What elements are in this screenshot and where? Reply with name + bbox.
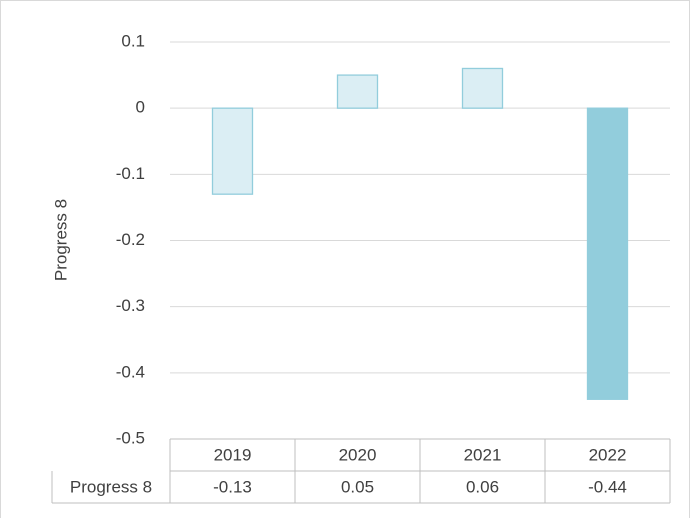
table-value: 0.06: [466, 477, 499, 496]
y-axis-label: Progress 8: [51, 199, 70, 281]
table-value: -0.44: [588, 477, 627, 496]
bar: [211, 107, 254, 195]
bar: [336, 74, 379, 109]
y-tick-label: -0.4: [116, 362, 145, 381]
y-tick-label: -0.1: [116, 164, 145, 183]
y-tick-label: 0.1: [121, 31, 145, 50]
x-tick-label: 2019: [214, 445, 252, 464]
y-tick-label: -0.2: [116, 230, 145, 249]
y-tick-label: -0.5: [116, 428, 145, 447]
x-tick-label: 2021: [464, 445, 502, 464]
bar: [586, 107, 629, 400]
y-tick-label: 0: [136, 98, 145, 117]
bar: [461, 67, 504, 109]
table-value: 0.05: [341, 477, 374, 496]
x-tick-label: 2020: [339, 445, 377, 464]
table-row-header: Progress 8: [70, 477, 152, 496]
table-value: -0.13: [213, 477, 252, 496]
y-tick-label: -0.3: [116, 296, 145, 315]
x-tick-label: 2022: [589, 445, 627, 464]
